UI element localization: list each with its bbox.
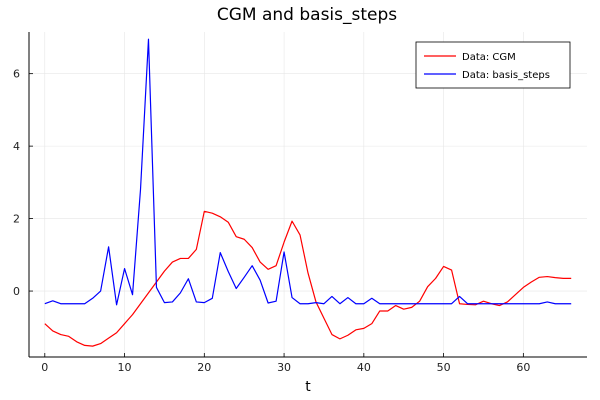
legend-label: Data: CGM <box>462 52 516 63</box>
y-tick-label: 6 <box>13 68 20 81</box>
axes <box>28 32 587 358</box>
x-tick-label: 10 <box>118 361 132 374</box>
series-layer <box>44 38 572 347</box>
x-tick-label: 20 <box>197 361 211 374</box>
legend: Data: CGM Data: basis_steps <box>415 41 571 89</box>
x-tick-label: 0 <box>41 361 48 374</box>
chart-title: CGM and basis_steps <box>217 5 397 25</box>
x-tick-label: 40 <box>357 361 371 374</box>
series-line-data-basis-steps <box>44 38 572 306</box>
tick-labels: 0 10 20 30 40 50 60 0 2 4 6 <box>13 68 530 374</box>
x-axis-label: t <box>305 379 311 395</box>
x-tick-label: 60 <box>516 361 530 374</box>
series-line-data-cgm <box>44 210 572 347</box>
x-tick-label: 50 <box>437 361 451 374</box>
y-tick-label: 2 <box>13 213 20 226</box>
y-tick-label: 4 <box>13 140 20 153</box>
legend-box <box>415 41 571 89</box>
legend-label: Data: basis_steps <box>462 70 550 81</box>
x-tick-label: 30 <box>277 361 291 374</box>
y-tick-label: 0 <box>13 285 20 298</box>
